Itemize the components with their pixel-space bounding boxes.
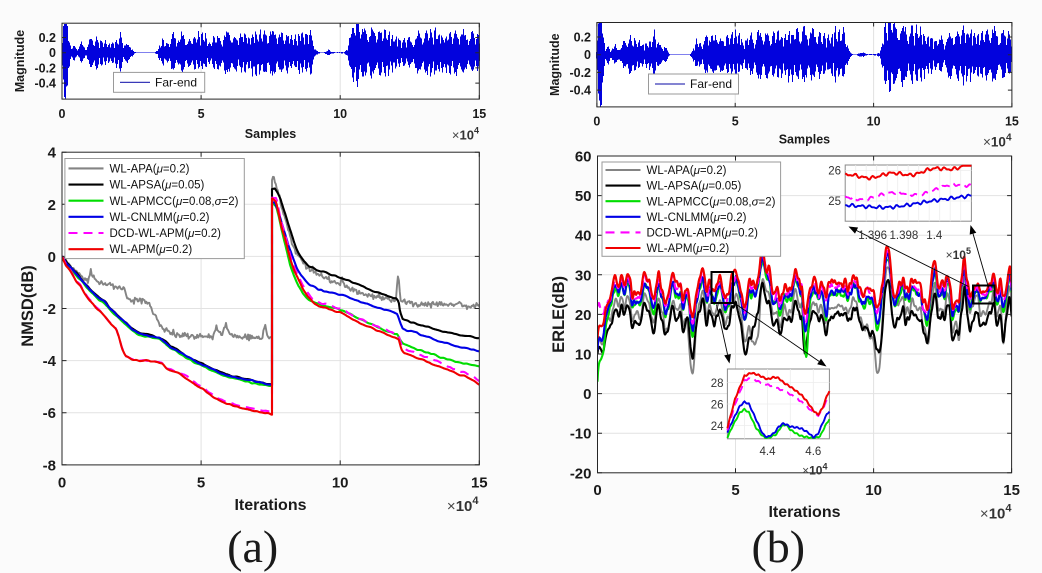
svg-text:WL-APM(μ=0.2): WL-APM(μ=0.2) bbox=[110, 244, 193, 256]
svg-text:28: 28 bbox=[711, 378, 724, 390]
svg-text:1.396: 1.396 bbox=[858, 230, 887, 242]
svg-text:WL-CNLMM(μ=0.2): WL-CNLMM(μ=0.2) bbox=[110, 212, 210, 224]
svg-text:×104: ×104 bbox=[452, 125, 479, 142]
svg-text:0: 0 bbox=[59, 107, 66, 121]
svg-text:Far-end: Far-end bbox=[690, 77, 732, 91]
svg-text:WL-APM(μ=0.2): WL-APM(μ=0.2) bbox=[647, 243, 730, 255]
svg-text:DCD-WL-APM(μ=0.2): DCD-WL-APM(μ=0.2) bbox=[647, 228, 759, 240]
svg-text:WL-APA(μ=0.2): WL-APA(μ=0.2) bbox=[647, 165, 727, 177]
svg-text:5: 5 bbox=[198, 107, 205, 121]
svg-text:×104: ×104 bbox=[802, 462, 827, 478]
svg-text:40: 40 bbox=[575, 228, 592, 245]
svg-text:×104: ×104 bbox=[447, 495, 479, 515]
svg-text:15: 15 bbox=[472, 107, 486, 121]
svg-text:0: 0 bbox=[48, 249, 56, 266]
svg-text:WL-CNLMM(μ=0.2): WL-CNLMM(μ=0.2) bbox=[647, 212, 747, 224]
svg-text:-0.4: -0.4 bbox=[569, 84, 591, 98]
svg-text:Iterations: Iterations bbox=[234, 497, 306, 514]
svg-text:10: 10 bbox=[865, 482, 882, 499]
svg-text:ERLE(dB): ERLE(dB) bbox=[550, 276, 568, 353]
svg-text:26: 26 bbox=[711, 400, 724, 412]
svg-text:0: 0 bbox=[49, 46, 56, 60]
svg-text:0: 0 bbox=[583, 386, 591, 403]
svg-text:Samples: Samples bbox=[245, 127, 296, 141]
svg-text:-0.4: -0.4 bbox=[34, 77, 56, 91]
svg-text:24: 24 bbox=[711, 421, 724, 433]
svg-text:DCD-WL-APM(μ=0.2): DCD-WL-APM(μ=0.2) bbox=[110, 228, 222, 240]
svg-text:30: 30 bbox=[575, 267, 592, 284]
svg-text:-6: -6 bbox=[43, 405, 56, 422]
svg-text:WL-APA(μ=0.2): WL-APA(μ=0.2) bbox=[110, 164, 190, 176]
svg-text:15: 15 bbox=[1003, 482, 1020, 499]
svg-text:0: 0 bbox=[584, 48, 591, 62]
svg-text:Iterations: Iterations bbox=[768, 504, 840, 521]
svg-text:5: 5 bbox=[731, 482, 739, 499]
svg-text:Magnitude: Magnitude bbox=[13, 30, 27, 93]
svg-text:5: 5 bbox=[197, 475, 205, 492]
svg-text:-10: -10 bbox=[570, 426, 592, 443]
svg-text:WL-APMCC(μ=0.08,σ=2): WL-APMCC(μ=0.08,σ=2) bbox=[110, 196, 239, 208]
svg-text:1.4: 1.4 bbox=[926, 230, 943, 242]
svg-text:15: 15 bbox=[1005, 114, 1019, 128]
svg-text:15: 15 bbox=[471, 475, 488, 492]
svg-text:10: 10 bbox=[575, 347, 592, 364]
svg-text:-20: -20 bbox=[570, 465, 592, 482]
svg-text:26: 26 bbox=[828, 166, 841, 178]
svg-text:(a): (a) bbox=[227, 521, 278, 572]
svg-text:-8: -8 bbox=[43, 457, 56, 474]
svg-text:0: 0 bbox=[593, 114, 600, 128]
svg-text:10: 10 bbox=[333, 107, 347, 121]
svg-text:Samples: Samples bbox=[779, 132, 830, 146]
svg-text:4.4: 4.4 bbox=[760, 446, 777, 458]
svg-text:5: 5 bbox=[732, 114, 739, 128]
svg-text:WL-APSA(μ=0.05): WL-APSA(μ=0.05) bbox=[110, 180, 205, 192]
svg-text:×105: ×105 bbox=[946, 246, 971, 262]
svg-text:0: 0 bbox=[58, 475, 66, 492]
svg-text:0: 0 bbox=[593, 482, 601, 499]
svg-text:WL-APMCC(μ=0.08,σ=2): WL-APMCC(μ=0.08,σ=2) bbox=[647, 196, 776, 208]
svg-text:NMSD(dB): NMSD(dB) bbox=[19, 265, 37, 347]
svg-text:Magnitude: Magnitude bbox=[548, 33, 562, 96]
svg-text:25: 25 bbox=[828, 196, 841, 208]
svg-text:60: 60 bbox=[575, 149, 592, 166]
svg-text:×104: ×104 bbox=[983, 133, 1012, 150]
svg-text:4: 4 bbox=[48, 145, 57, 162]
svg-text:(b): (b) bbox=[751, 521, 805, 572]
svg-text:1.398: 1.398 bbox=[890, 230, 919, 242]
svg-text:-0.2: -0.2 bbox=[569, 66, 591, 80]
svg-text:Far-end: Far-end bbox=[155, 76, 197, 90]
svg-text:2: 2 bbox=[48, 197, 56, 214]
svg-text:10: 10 bbox=[332, 475, 349, 492]
svg-text:0.2: 0.2 bbox=[39, 31, 56, 45]
svg-text:4.6: 4.6 bbox=[805, 446, 821, 458]
svg-text:WL-APSA(μ=0.05): WL-APSA(μ=0.05) bbox=[647, 181, 742, 193]
svg-text:-2: -2 bbox=[43, 301, 56, 318]
svg-text:×104: ×104 bbox=[980, 503, 1012, 523]
svg-text:10: 10 bbox=[867, 114, 881, 128]
svg-text:20: 20 bbox=[575, 307, 592, 324]
svg-text:-4: -4 bbox=[43, 353, 57, 370]
svg-text:0.2: 0.2 bbox=[574, 30, 591, 44]
svg-text:50: 50 bbox=[575, 188, 592, 205]
svg-text:-0.2: -0.2 bbox=[34, 61, 56, 75]
